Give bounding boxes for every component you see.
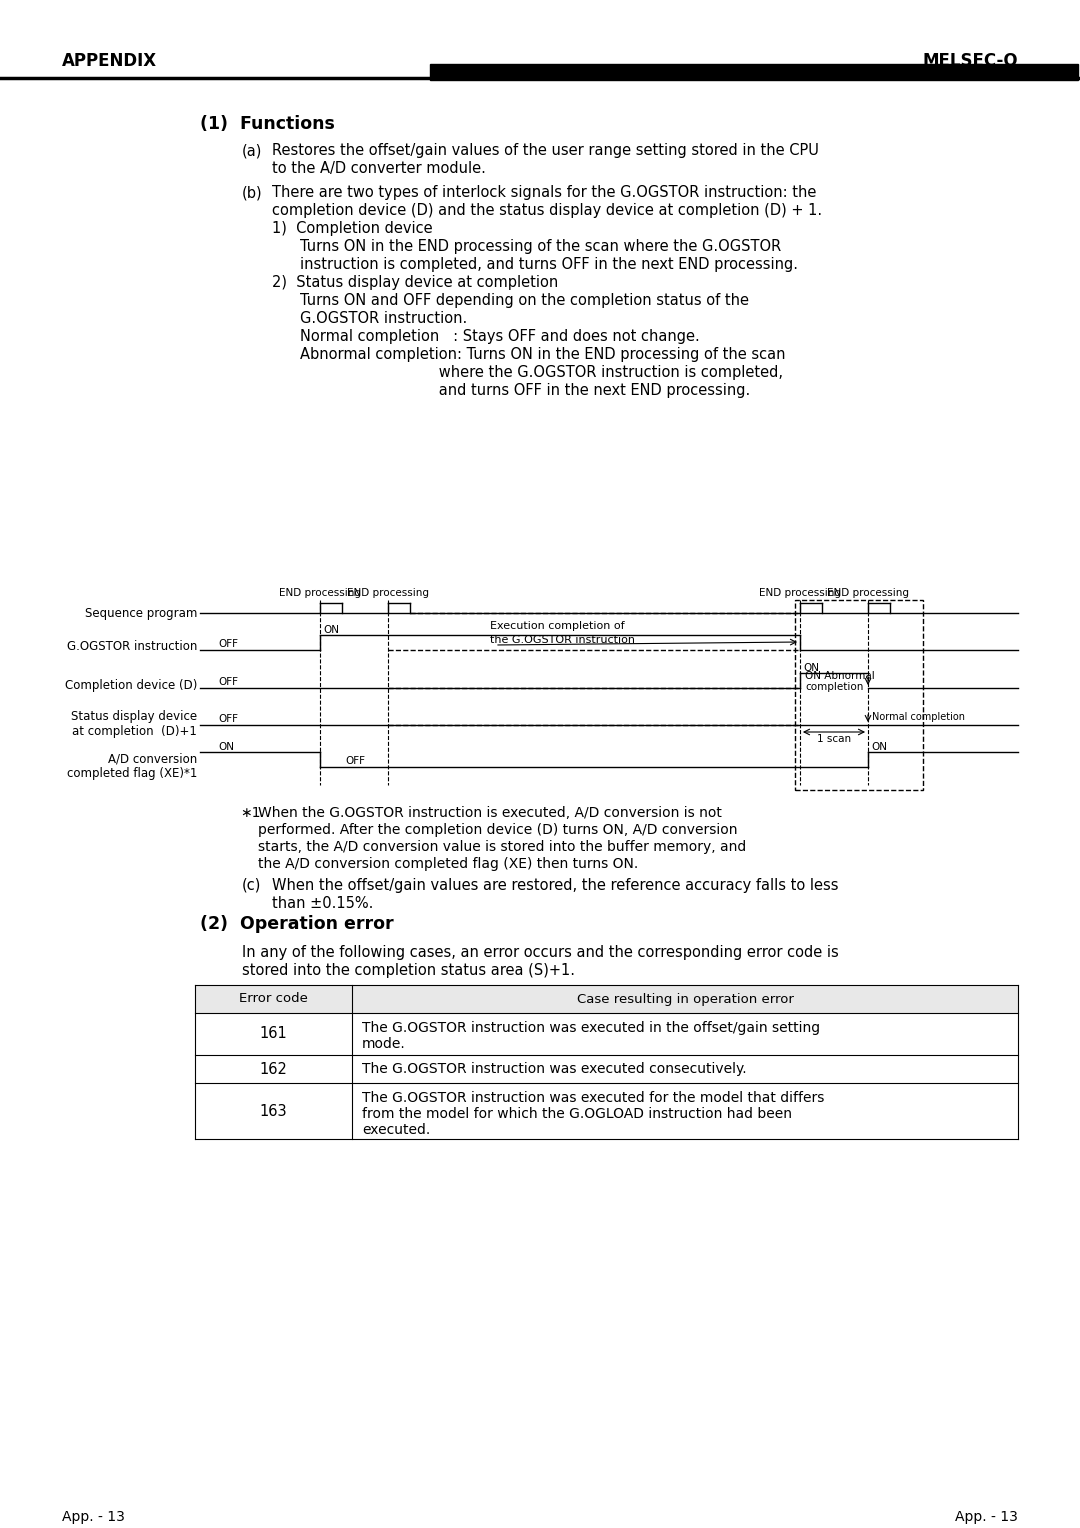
Text: OFF: OFF <box>345 756 365 766</box>
Text: starts, the A/D conversion value is stored into the buffer memory, and: starts, the A/D conversion value is stor… <box>258 840 746 854</box>
Text: 162: 162 <box>259 1062 287 1077</box>
Text: OFF: OFF <box>218 639 238 649</box>
Text: G.OGSTOR instruction.: G.OGSTOR instruction. <box>300 312 468 325</box>
Text: A/D conversion
completed flag (XE)*1: A/D conversion completed flag (XE)*1 <box>67 752 197 779</box>
Text: Abnormal completion: Turns ON in the END processing of the scan: Abnormal completion: Turns ON in the END… <box>300 347 785 362</box>
Text: the G.OGSTOR instruction: the G.OGSTOR instruction <box>490 636 635 645</box>
Text: and turns OFF in the next END processing.: and turns OFF in the next END processing… <box>300 384 751 397</box>
Text: (1)  Functions: (1) Functions <box>200 115 335 133</box>
Text: In any of the following cases, an error occurs and the corresponding error code : In any of the following cases, an error … <box>242 944 839 960</box>
Text: App. - 13: App. - 13 <box>62 1510 125 1523</box>
Text: executed.: executed. <box>362 1123 430 1137</box>
Text: (a): (a) <box>242 144 262 157</box>
Text: completion: completion <box>805 681 863 692</box>
Text: (b): (b) <box>242 185 262 200</box>
Text: the A/D conversion completed flag (XE) then turns ON.: the A/D conversion completed flag (XE) t… <box>258 857 638 871</box>
Text: END processing: END processing <box>759 588 841 597</box>
Text: Completion device (D): Completion device (D) <box>65 678 197 692</box>
Text: Restores the offset/gain values of the user range setting stored in the CPU: Restores the offset/gain values of the u… <box>272 144 819 157</box>
Text: instruction is completed, and turns OFF in the next END processing.: instruction is completed, and turns OFF … <box>300 257 798 272</box>
Text: Normal completion   : Stays OFF and does not change.: Normal completion : Stays OFF and does n… <box>300 329 700 344</box>
Text: Execution completion of: Execution completion of <box>490 620 624 631</box>
Text: than ±0.15%.: than ±0.15%. <box>272 895 374 911</box>
Text: Sequence program: Sequence program <box>84 607 197 619</box>
Bar <box>430 64 1078 79</box>
Text: When the G.OGSTOR instruction is executed, A/D conversion is not: When the G.OGSTOR instruction is execute… <box>258 805 721 821</box>
Text: (2)  Operation error: (2) Operation error <box>200 915 393 934</box>
Text: Status display device
at completion  (D)+1: Status display device at completion (D)+… <box>71 711 197 738</box>
Text: Error code: Error code <box>239 993 308 1005</box>
Text: The G.OGSTOR instruction was executed for the model that differs: The G.OGSTOR instruction was executed fo… <box>362 1091 824 1105</box>
Text: mode.: mode. <box>362 1038 406 1051</box>
Text: (c): (c) <box>242 879 261 892</box>
Text: to the A/D converter module.: to the A/D converter module. <box>272 160 486 176</box>
Text: When the offset/gain values are restored, the reference accuracy falls to less: When the offset/gain values are restored… <box>272 879 838 892</box>
Text: 2)  Status display device at completion: 2) Status display device at completion <box>272 275 558 290</box>
Bar <box>195 986 1018 1013</box>
Text: App. - 13: App. - 13 <box>955 1510 1018 1523</box>
Text: ON: ON <box>323 625 339 636</box>
Text: ON: ON <box>218 743 234 752</box>
Text: completion device (D) and the status display device at completion (D) + 1.: completion device (D) and the status dis… <box>272 203 822 219</box>
Text: ON Abnormal: ON Abnormal <box>805 671 875 681</box>
Text: 1)  Completion device: 1) Completion device <box>272 222 433 235</box>
Text: from the model for which the G.OGLOAD instruction had been: from the model for which the G.OGLOAD in… <box>362 1106 792 1122</box>
Text: Turns ON in the END processing of the scan where the G.OGSTOR: Turns ON in the END processing of the sc… <box>300 238 781 254</box>
Text: 163: 163 <box>259 1103 287 1118</box>
Text: The G.OGSTOR instruction was executed consecutively.: The G.OGSTOR instruction was executed co… <box>362 1062 746 1076</box>
Text: END processing: END processing <box>347 588 429 597</box>
Text: The G.OGSTOR instruction was executed in the offset/gain setting: The G.OGSTOR instruction was executed in… <box>362 1021 820 1034</box>
Text: There are two types of interlock signals for the G.OGSTOR instruction: the: There are two types of interlock signals… <box>272 185 816 200</box>
Text: 1 scan: 1 scan <box>816 733 851 744</box>
Text: Case resulting in operation error: Case resulting in operation error <box>577 993 794 1005</box>
Text: ON: ON <box>804 663 819 672</box>
Text: 161: 161 <box>259 1027 287 1042</box>
Text: ON: ON <box>870 743 887 752</box>
Text: MELSEC-Q: MELSEC-Q <box>922 52 1018 70</box>
Text: where the G.OGSTOR instruction is completed,: where the G.OGSTOR instruction is comple… <box>300 365 783 380</box>
Text: OFF: OFF <box>218 714 238 724</box>
Text: END processing: END processing <box>279 588 361 597</box>
Text: Normal completion: Normal completion <box>872 712 966 723</box>
Text: Turns ON and OFF depending on the completion status of the: Turns ON and OFF depending on the comple… <box>300 293 750 309</box>
Text: END processing: END processing <box>827 588 909 597</box>
Text: ∗1: ∗1 <box>240 805 260 821</box>
Text: G.OGSTOR instruction: G.OGSTOR instruction <box>67 640 197 654</box>
Text: OFF: OFF <box>218 677 238 688</box>
Text: APPENDIX: APPENDIX <box>62 52 157 70</box>
Text: performed. After the completion device (D) turns ON, A/D conversion: performed. After the completion device (… <box>258 824 738 837</box>
Text: stored into the completion status area (S)+1.: stored into the completion status area (… <box>242 963 575 978</box>
